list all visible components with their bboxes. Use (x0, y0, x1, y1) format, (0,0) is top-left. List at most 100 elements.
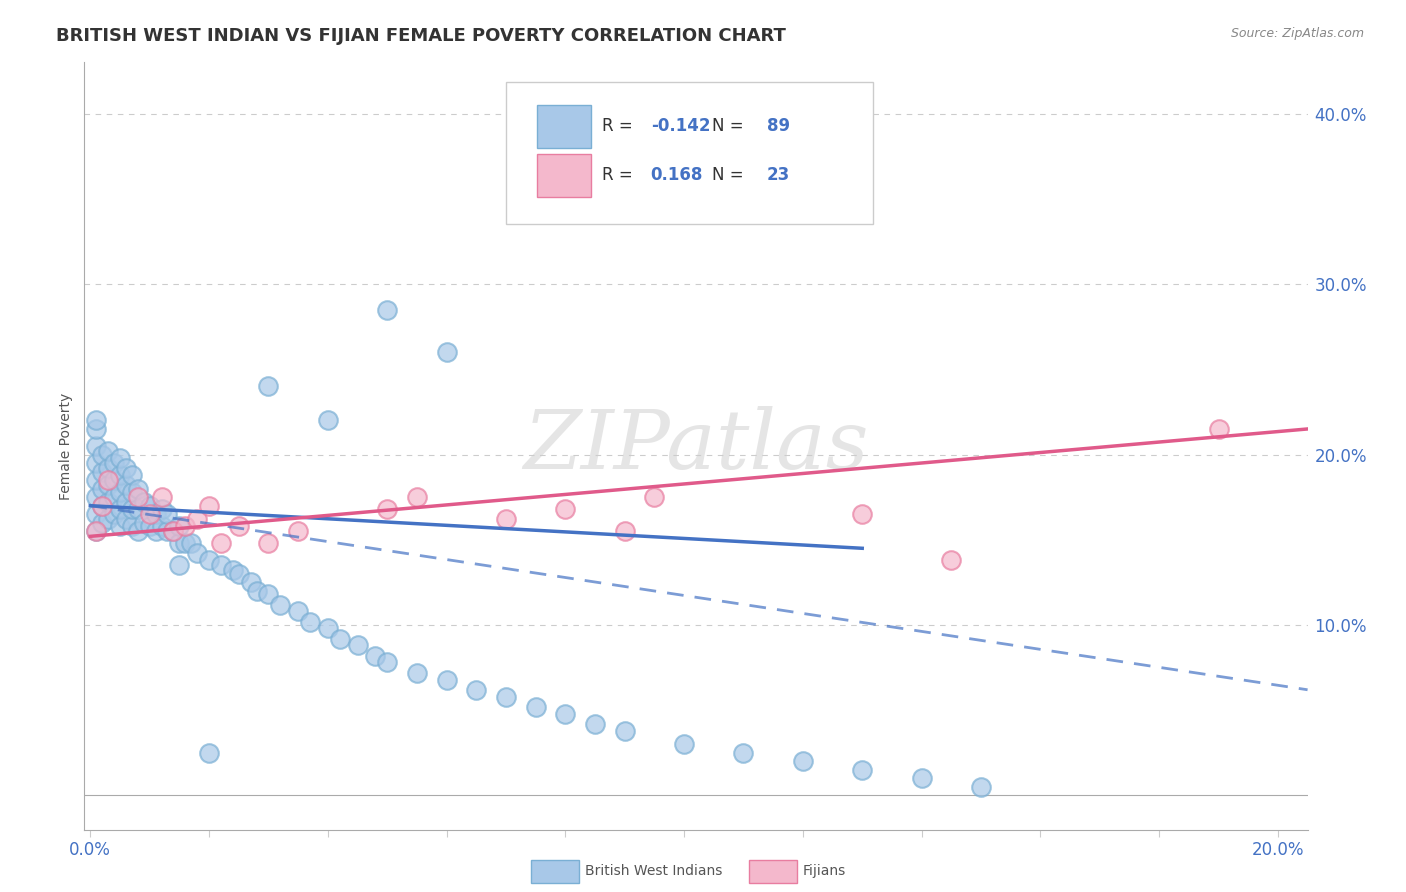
Point (91, 516, 114, 530)
Point (108, 450, 131, 465)
Point (91, 448, 114, 462)
Point (287, 524, 309, 539)
Point (84, 490, 107, 504)
Point (97, 478, 120, 492)
Point (375, 502, 398, 516)
Point (298, 615, 321, 629)
Point (103, 490, 125, 504)
Point (329, 632, 352, 646)
Point (406, 490, 429, 504)
Point (209, 558, 232, 573)
Point (245, 583, 267, 598)
Point (150, 519, 173, 533)
Point (375, 656, 398, 670)
Point (174, 519, 197, 533)
Point (198, 499, 221, 513)
Point (162, 524, 184, 539)
Point (97, 444, 120, 458)
Point (180, 536, 202, 550)
Text: R =: R = (602, 117, 633, 135)
Point (138, 507, 160, 521)
Point (121, 467, 143, 482)
Point (127, 502, 149, 516)
Point (97, 495, 120, 509)
Point (465, 682, 488, 697)
Point (121, 485, 143, 500)
Point (792, 755, 814, 769)
Text: British West Indians: British West Indians (585, 864, 723, 879)
Point (222, 564, 245, 578)
Point (156, 524, 179, 539)
Point (115, 461, 138, 475)
Point (643, 490, 665, 504)
Y-axis label: Female Poverty: Female Poverty (59, 392, 73, 500)
Point (91, 499, 114, 513)
Point (1208, 422, 1230, 436)
Point (228, 566, 250, 581)
Point (84, 524, 107, 539)
Point (228, 519, 250, 533)
Point (138, 519, 160, 533)
Text: -0.142: -0.142 (651, 117, 710, 135)
Point (851, 507, 873, 521)
Point (169, 519, 191, 533)
Point (169, 536, 191, 550)
Point (121, 519, 143, 533)
Point (127, 490, 149, 504)
Point (613, 723, 636, 738)
Point (554, 502, 576, 516)
Point (84, 524, 107, 539)
Text: Fijians: Fijians (803, 864, 846, 879)
Point (156, 507, 179, 521)
Point (115, 512, 138, 526)
Point (346, 639, 368, 653)
Text: ZIPatlas: ZIPatlas (523, 406, 869, 486)
Point (127, 482, 149, 496)
Point (103, 507, 125, 521)
Point (169, 558, 191, 573)
Point (287, 604, 309, 618)
Point (103, 473, 125, 487)
Point (174, 536, 197, 550)
Point (84, 422, 107, 436)
Point (138, 499, 160, 513)
Point (84, 473, 107, 487)
Point (186, 512, 208, 526)
Point (436, 673, 458, 687)
Point (150, 502, 173, 516)
Point (97, 461, 120, 475)
Point (316, 621, 339, 635)
FancyBboxPatch shape (506, 81, 873, 224)
Point (108, 467, 131, 482)
Point (91, 499, 114, 513)
Point (145, 524, 167, 539)
Text: 89: 89 (766, 117, 790, 135)
Point (84, 456, 107, 470)
Point (97, 473, 120, 487)
Point (970, 780, 993, 794)
Point (406, 665, 429, 680)
Text: 0.168: 0.168 (651, 166, 703, 185)
Point (132, 516, 155, 530)
Point (132, 495, 155, 509)
Point (613, 524, 636, 539)
Text: BRITISH WEST INDIAN VS FIJIAN FEMALE POVERTY CORRELATION CHART: BRITISH WEST INDIAN VS FIJIAN FEMALE POV… (56, 27, 786, 45)
Point (851, 763, 873, 777)
Point (108, 502, 131, 516)
Point (673, 737, 696, 751)
Point (364, 648, 387, 663)
Point (209, 536, 232, 550)
Point (495, 512, 517, 526)
Point (84, 439, 107, 453)
Point (436, 345, 458, 359)
Point (84, 413, 107, 427)
Text: R =: R = (602, 166, 633, 185)
Point (910, 772, 932, 786)
Point (84, 507, 107, 521)
Point (186, 546, 208, 560)
Point (97, 512, 120, 526)
Point (257, 379, 280, 393)
Point (495, 690, 517, 704)
Point (121, 502, 143, 516)
Point (150, 490, 173, 504)
